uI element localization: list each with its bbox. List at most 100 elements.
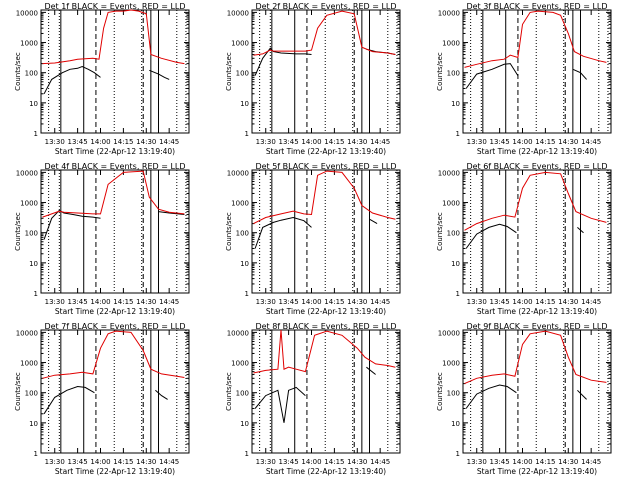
chart-title: Det 7f BLACK = Events, RED = LLD [44, 322, 185, 331]
y-tick-label: 10 [240, 420, 249, 428]
x-tick-label: 13:45 [68, 458, 88, 466]
x-tick-label: 14:15 [113, 298, 133, 306]
events-series-line [254, 216, 378, 249]
y-tick-label: 10000 [227, 169, 249, 177]
chart-title: Det 2f BLACK = Events, RED = LLD [255, 2, 396, 11]
chart-panel: 1 10 100 1000 10000 13:30 13:45 14:00 14:15 14:30… [436, 322, 612, 476]
y-tick-label: 10000 [16, 169, 38, 177]
x-tick-label: 14:15 [535, 138, 555, 146]
plot-frame [40, 169, 190, 294]
x-axis-label: Start Time (22-Apr-12 13:19:40) [55, 467, 175, 476]
y-tick-label: 1 [34, 290, 38, 298]
x-tick-label: 13:45 [279, 298, 299, 306]
y-tick-label: 10000 [227, 329, 249, 337]
x-tick-label: 13:30 [256, 298, 276, 306]
x-tick-label: 14:45 [370, 138, 390, 146]
y-axis-label: Counts/sec [225, 372, 233, 411]
y-tick-label: 10 [29, 100, 38, 108]
y-tick-label: 10 [29, 420, 38, 428]
x-tick-label: 14:00 [512, 298, 532, 306]
chart-title: Det 4f BLACK = Events, RED = LLD [44, 162, 185, 171]
chart-title: Det 1f BLACK = Events, RED = LLD [44, 2, 185, 11]
x-axis-label: Start Time (22-Apr-12 13:19:40) [477, 307, 597, 316]
x-axis-label: Start Time (22-Apr-12 13:19:40) [55, 147, 175, 156]
x-tick-label: 14:15 [324, 458, 344, 466]
x-tick-label: 13:45 [490, 138, 510, 146]
x-tick-label: 14:00 [90, 458, 110, 466]
y-axis-label: Counts/sec [225, 52, 233, 91]
plot-frame [40, 9, 190, 134]
y-tick-label: 10 [240, 260, 249, 268]
y-tick-label: 1000 [442, 360, 460, 368]
x-tick-label: 14:00 [301, 458, 321, 466]
y-tick-label: 100 [447, 70, 460, 78]
x-tick-label: 14:00 [512, 138, 532, 146]
y-tick-label: 100 [25, 230, 38, 238]
x-tick-label: 13:45 [68, 298, 88, 306]
y-tick-label: 1000 [20, 40, 38, 48]
x-tick-label: 14:45 [581, 458, 601, 466]
x-tick-label: 13:30 [45, 138, 65, 146]
x-tick-label: 14:30 [558, 298, 578, 306]
x-tick-label: 13:45 [279, 138, 299, 146]
x-tick-label: 13:30 [467, 458, 487, 466]
lld-series-line [253, 10, 396, 56]
x-tick-label: 14:30 [558, 458, 578, 466]
x-tick-label: 14:15 [324, 138, 344, 146]
x-tick-label: 13:45 [490, 458, 510, 466]
y-tick-label: 100 [447, 390, 460, 398]
chart-panel: 1 10 100 1000 10000 13:30 13:45 14:00 14:15 14:30… [14, 162, 190, 316]
chart-title: Det 9f BLACK = Events, RED = LLD [466, 322, 607, 331]
y-tick-label: 1000 [231, 360, 249, 368]
x-tick-label: 13:30 [467, 298, 487, 306]
x-tick-label: 14:30 [347, 138, 367, 146]
y-tick-label: 100 [25, 70, 38, 78]
y-tick-label: 1000 [442, 40, 460, 48]
x-tick-label: 14:15 [535, 298, 555, 306]
x-tick-label: 13:30 [256, 458, 276, 466]
y-tick-label: 10000 [438, 329, 460, 337]
y-axis-label: Counts/sec [436, 372, 444, 411]
y-tick-label: 100 [25, 390, 38, 398]
events-series-line [43, 385, 168, 415]
events-series-line [465, 63, 587, 89]
x-tick-label: 14:00 [512, 458, 532, 466]
x-axis-label: Start Time (22-Apr-12 13:19:40) [477, 467, 597, 476]
chart-panel: 1 10 100 1000 10000 13:30 13:45 14:00 14:15 14:30… [14, 2, 190, 156]
x-tick-label: 14:45 [159, 298, 179, 306]
y-tick-label: 10000 [438, 169, 460, 177]
lld-series-line [464, 171, 607, 231]
y-tick-label: 100 [447, 230, 460, 238]
x-tick-label: 13:45 [279, 458, 299, 466]
x-tick-label: 14:00 [301, 298, 321, 306]
y-tick-label: 10000 [227, 9, 249, 17]
x-tick-label: 14:15 [324, 298, 344, 306]
x-tick-label: 13:45 [68, 138, 88, 146]
chart-panel: 1 10 100 1000 10000 13:30 13:45 14:00 14:15 14:30… [436, 2, 612, 156]
y-tick-label: 1000 [20, 360, 38, 368]
chart-title: Det 5f BLACK = Events, RED = LLD [255, 162, 396, 171]
x-tick-label: 14:45 [159, 458, 179, 466]
plot-frame [462, 329, 612, 454]
y-tick-label: 1 [34, 450, 38, 458]
chart-panel: 1 10 100 1000 10000 13:30 13:45 14:00 14:15 14:30… [14, 322, 190, 476]
x-tick-label: 14:45 [581, 138, 601, 146]
y-axis-label: Counts/sec [225, 212, 233, 251]
x-tick-label: 14:00 [301, 138, 321, 146]
plot-frame [251, 9, 401, 134]
y-axis-label: Counts/sec [436, 52, 444, 91]
x-axis-label: Start Time (22-Apr-12 13:19:40) [266, 307, 386, 316]
events-series-line [254, 366, 376, 423]
y-tick-label: 1000 [442, 200, 460, 208]
x-axis-label: Start Time (22-Apr-12 13:19:40) [55, 307, 175, 316]
y-tick-label: 1 [456, 290, 460, 298]
x-tick-label: 14:30 [136, 138, 156, 146]
events-series-line [43, 65, 170, 95]
x-axis-label: Start Time (22-Apr-12 13:19:40) [266, 467, 386, 476]
chart-panel: 1 10 100 1000 10000 13:30 13:45 14:00 14:15 14:30… [225, 2, 401, 156]
y-tick-label: 1 [245, 450, 249, 458]
lld-series-line [42, 330, 185, 379]
y-tick-label: 10000 [16, 9, 38, 17]
x-tick-label: 14:45 [370, 298, 390, 306]
